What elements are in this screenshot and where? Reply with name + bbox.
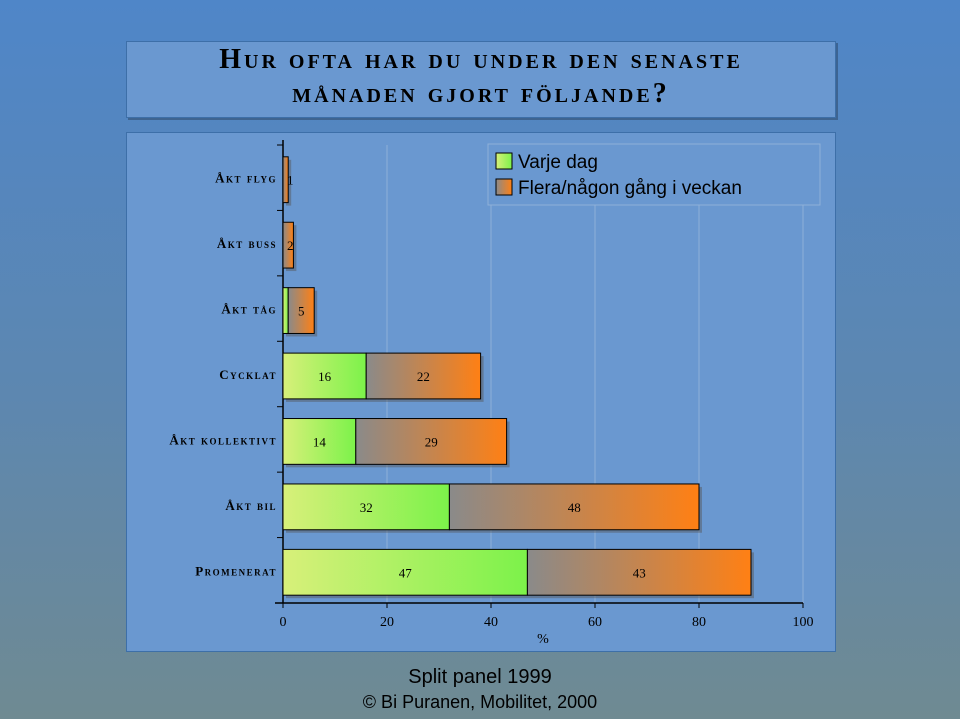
category-label: Åkt tåg: [221, 302, 277, 317]
data-label: 47: [399, 565, 413, 580]
bar-daily: [282, 548, 528, 596]
bar-daily: [282, 418, 357, 465]
category-label: Åkt bil: [225, 498, 277, 513]
x-tick-label: 40: [484, 615, 498, 630]
bar-weekly: [365, 352, 482, 400]
data-label: 22: [417, 369, 430, 384]
data-label: 29: [425, 434, 438, 449]
data-label: 5: [298, 304, 305, 319]
legend-swatch: [495, 152, 513, 170]
bar-daily: [282, 483, 450, 531]
data-label: 14: [313, 434, 327, 449]
chart-title-line-1: Hur ofta har du under den senaste: [219, 44, 743, 75]
legend-label: Varje dag: [518, 152, 598, 173]
footer-copyright: © Bi Puranen, Mobilitet, 2000: [362, 692, 598, 712]
x-tick-label: 80: [692, 615, 706, 630]
bar-weekly: [282, 156, 289, 204]
x-tick-label: 0: [280, 615, 287, 630]
data-label: 2: [287, 238, 294, 253]
category-label: Åkt buss: [217, 236, 277, 251]
legend-swatch: [495, 178, 513, 196]
x-tick-label: 20: [380, 615, 394, 630]
bar-weekly: [355, 418, 508, 465]
data-label: 48: [568, 500, 581, 515]
data-label: 43: [633, 565, 646, 580]
data-label: 1: [287, 173, 294, 188]
x-tick-label: 100: [793, 615, 814, 630]
chart-title-box: Hur ofta har du under den senaste månade…: [126, 41, 836, 118]
legend-box: [487, 143, 821, 206]
bar-weekly: [287, 287, 315, 334]
category-label: Promenerat: [195, 563, 277, 578]
bar-weekly: [526, 548, 752, 596]
footer-panel-label: Split panel 1999: [408, 666, 552, 688]
x-axis-label: %: [537, 632, 549, 647]
legend-label: Flera/någon gång i veckan: [518, 178, 742, 199]
category-label: Åkt kollektivt: [169, 432, 277, 447]
bar-weekly: [282, 221, 294, 269]
x-tick-label: 60: [588, 615, 602, 630]
category-label: Cycklat: [219, 367, 277, 382]
data-label: 32: [360, 500, 373, 515]
category-label: Åkt flyg: [215, 171, 277, 186]
bar-weekly: [448, 483, 700, 531]
data-label: 16: [318, 369, 332, 384]
chart-title-line-2: månaden gjort följande?: [292, 78, 670, 109]
bar-daily: [282, 352, 367, 400]
